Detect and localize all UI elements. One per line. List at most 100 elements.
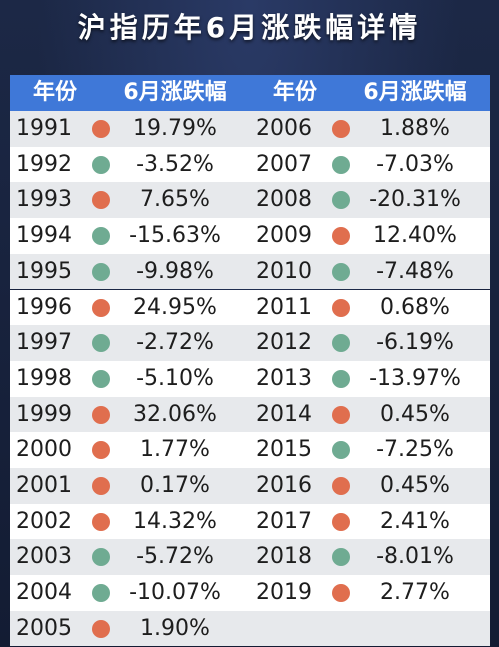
table-row: 1992 -3.52% 2007 -7.03% xyxy=(10,146,490,183)
year-cell: 2007 xyxy=(256,151,312,177)
header-year-left: 年份 xyxy=(32,80,77,105)
year-cell: 2012 xyxy=(256,330,312,356)
table-row: 2005 1.90% xyxy=(10,610,490,647)
change-cell: 2.77% xyxy=(380,580,450,606)
page-title: 沪指历年6月涨跌幅详情 xyxy=(77,11,422,44)
header-year-right: 年份 xyxy=(272,80,317,105)
change-cell: -13.97% xyxy=(369,365,461,391)
change-cell: 19.79% xyxy=(133,116,217,141)
table-row: 2000 1.77% 2015 -7.25% xyxy=(10,432,490,468)
up-dot-icon xyxy=(92,298,110,317)
year-cell: 2017 xyxy=(256,508,312,534)
year-cell: 2018 xyxy=(256,544,312,570)
up-dot-icon xyxy=(332,584,350,603)
year-cell: 1994 xyxy=(16,223,72,249)
table-row: 2003 -5.72% 2018 -8.01% xyxy=(10,539,490,576)
change-cell: 0.45% xyxy=(380,473,450,498)
table-header: 年份 6月涨跌幅 年份 6月涨跌幅 xyxy=(10,75,490,111)
table-row: 2002 14.32% 2017 2.41% xyxy=(10,503,490,540)
year-cell: 2006 xyxy=(256,116,312,141)
change-cell: 1.88% xyxy=(380,116,450,141)
year-cell: 2002 xyxy=(16,508,72,534)
change-cell: -9.98% xyxy=(136,258,214,284)
table-row: 1998 -5.10% 2013 -13.97% xyxy=(10,360,490,397)
change-cell: -5.10% xyxy=(136,365,214,391)
down-dot-icon xyxy=(332,441,350,460)
year-cell: 2009 xyxy=(256,223,312,249)
up-dot-icon xyxy=(332,512,350,531)
down-dot-icon xyxy=(332,369,350,388)
year-cell: 1995 xyxy=(16,258,72,284)
year-cell: 2004 xyxy=(16,580,72,606)
table-row: 1994 -15.63% 2009 12.40% xyxy=(10,218,490,254)
change-cell: 0.17% xyxy=(140,473,210,498)
year-cell: 2019 xyxy=(256,580,312,606)
change-cell: 2.41% xyxy=(380,508,450,534)
down-dot-icon xyxy=(332,334,350,353)
up-dot-icon xyxy=(92,512,110,531)
up-dot-icon xyxy=(332,298,350,317)
down-dot-icon xyxy=(92,548,110,567)
year-cell: 2003 xyxy=(16,544,72,570)
up-dot-icon xyxy=(92,191,110,210)
year-cell: 2000 xyxy=(16,437,72,463)
table-row: 1991 19.79% 2006 1.88% xyxy=(10,111,490,147)
change-cell: 12.40% xyxy=(373,223,457,249)
table-row: 1995 -9.98% 2010 -7.48% xyxy=(10,253,490,290)
change-cell: 0.45% xyxy=(380,401,450,427)
data-table: 1991 19.79% 2006 1.88% 1992 -3.52% 2007 -7.03% 1… xyxy=(10,111,490,647)
down-dot-icon xyxy=(332,191,350,210)
change-cell: -20.31% xyxy=(369,187,461,213)
down-dot-icon xyxy=(92,334,110,353)
change-cell: 7.65% xyxy=(140,187,210,213)
header-change-right: 6月涨跌幅 xyxy=(363,80,467,105)
year-cell: 1999 xyxy=(16,401,72,427)
up-dot-icon xyxy=(332,120,350,138)
table-row: 1993 7.65% 2008 -20.31% xyxy=(10,182,490,219)
down-dot-icon xyxy=(92,227,110,246)
table-row: 2001 0.17% 2016 0.45% xyxy=(10,468,490,504)
change-cell: -7.03% xyxy=(376,151,454,177)
down-dot-icon xyxy=(332,548,350,567)
down-dot-icon xyxy=(92,155,110,174)
year-cell: 1997 xyxy=(16,330,72,356)
down-dot-icon xyxy=(92,584,110,603)
up-dot-icon xyxy=(92,405,110,424)
year-cell: 2005 xyxy=(16,615,72,641)
up-dot-icon xyxy=(92,619,110,638)
change-cell: 0.68% xyxy=(380,294,450,320)
table-row: 1997 -2.72% 2012 -6.19% xyxy=(10,325,490,361)
year-cell: 2013 xyxy=(256,365,312,391)
year-cell: 1991 xyxy=(16,116,72,141)
table-row: 1996 24.95% 2011 0.68% xyxy=(10,289,490,326)
up-dot-icon xyxy=(92,120,110,138)
change-cell: -8.01% xyxy=(376,544,454,570)
year-cell: 2011 xyxy=(256,294,312,320)
up-dot-icon xyxy=(92,441,110,460)
year-cell: 2016 xyxy=(256,473,312,498)
down-dot-icon xyxy=(332,262,350,281)
year-cell: 1996 xyxy=(16,294,72,320)
change-cell: -7.25% xyxy=(376,437,454,463)
change-cell: 32.06% xyxy=(133,401,217,427)
year-cell: 1993 xyxy=(16,187,72,213)
change-cell: 1.77% xyxy=(140,437,210,463)
table-row: 2004 -10.07% 2019 2.77% xyxy=(10,575,490,611)
change-cell: 14.32% xyxy=(133,508,217,534)
header-change-left: 6月涨跌幅 xyxy=(123,80,227,105)
table-row: 1999 32.06% 2014 0.45% xyxy=(10,396,490,433)
year-cell: 2015 xyxy=(256,437,312,463)
year-cell: 1992 xyxy=(16,151,72,177)
change-cell: -7.48% xyxy=(376,258,454,284)
down-dot-icon xyxy=(92,262,110,281)
change-cell: -3.52% xyxy=(136,151,214,177)
up-dot-icon xyxy=(332,477,350,495)
year-cell: 2014 xyxy=(256,401,312,427)
down-dot-icon xyxy=(332,155,350,174)
year-cell: 2001 xyxy=(16,473,72,498)
change-cell: -15.63% xyxy=(129,223,221,249)
year-cell: 1998 xyxy=(16,365,72,391)
change-cell: -6.19% xyxy=(376,330,454,356)
change-cell: 1.90% xyxy=(140,615,210,641)
down-dot-icon xyxy=(92,369,110,388)
